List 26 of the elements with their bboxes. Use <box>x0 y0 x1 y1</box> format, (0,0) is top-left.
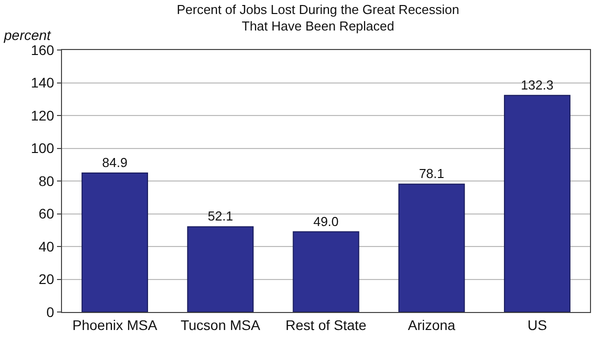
y-tick-label: 40 <box>38 238 54 254</box>
bar <box>187 226 254 312</box>
data-label: 78.1 <box>418 166 444 182</box>
data-label: 132.3 <box>520 77 554 92</box>
x-tick-label: US <box>527 316 547 333</box>
y-tick-label: 0 <box>46 304 54 320</box>
bar <box>292 231 360 312</box>
bar <box>504 94 570 312</box>
x-tick-label: Arizona <box>408 316 456 333</box>
bar <box>398 184 465 312</box>
y-tick-label: 100 <box>30 140 54 156</box>
y-tick-label: 160 <box>30 42 54 58</box>
bar <box>82 172 148 312</box>
x-tick-label: Rest of State <box>286 316 367 333</box>
x-tick-label: Tucson MSA <box>180 316 261 333</box>
y-tick-label: 140 <box>30 74 54 91</box>
y-axis-title: percent <box>3 27 52 43</box>
data-label: 84.9 <box>102 154 128 170</box>
y-tick-label: 120 <box>30 107 54 124</box>
chart-title: Percent of Jobs Lost During the Great Recession That Have Been Replaced <box>176 2 460 34</box>
y-tick-label: 80 <box>38 172 54 189</box>
x-tick-label: Phoenix MSA <box>72 316 158 333</box>
data-label: 49.0 <box>313 214 339 229</box>
y-tick-label: 60 <box>38 206 54 222</box>
y-tick-label: 20 <box>38 271 54 288</box>
data-label: 52.1 <box>208 208 234 224</box>
